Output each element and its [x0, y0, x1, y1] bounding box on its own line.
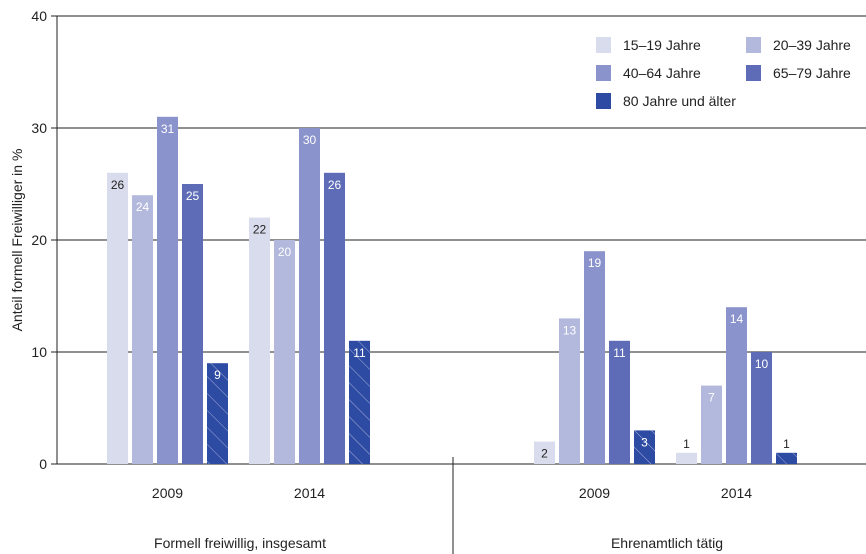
bars: [107, 116, 797, 465]
y-tick-label: 20: [31, 232, 47, 248]
bar-value-label: 13: [563, 323, 577, 337]
bar: [299, 128, 320, 464]
bar-value-label: 26: [111, 178, 125, 192]
group-labels: Formell freiwillig, insgesamt Ehrenamtlic…: [154, 535, 723, 551]
y-axis-label: Anteil formell Freiwilliger in %: [9, 149, 25, 332]
bar-hatch: [207, 363, 228, 464]
bar: [132, 195, 153, 464]
bar: [107, 172, 128, 465]
bar-hatch: [634, 430, 655, 464]
bar-value-label: 1: [683, 437, 690, 451]
legend-label: 15–19 Jahre: [623, 37, 701, 53]
bar: [274, 240, 295, 464]
bar: [182, 184, 203, 464]
bar-value-label: 11: [613, 346, 626, 360]
legend-label: 80 Jahre und älter: [623, 93, 736, 109]
bar: [157, 116, 178, 465]
category-label: 2009: [579, 485, 610, 501]
legend-swatch: [746, 37, 761, 53]
bar-value-label: 10: [755, 357, 769, 371]
y-tick-label: 40: [31, 8, 47, 24]
bar-value-label: 14: [730, 312, 744, 326]
bar-value-label: 1: [783, 437, 790, 451]
legend-swatch: [596, 37, 611, 53]
bar: [751, 352, 772, 464]
bar: [726, 307, 747, 464]
legend-swatch: [596, 93, 611, 109]
bar-value-label: 9: [214, 368, 221, 382]
bar-value-label: 25: [186, 189, 200, 203]
bar: [584, 251, 605, 464]
category-labels: 2009 2014 2009 2014: [152, 485, 752, 501]
bar-value-label: 26: [328, 178, 342, 192]
bar: [249, 217, 270, 464]
y-tick-label: 10: [31, 344, 47, 360]
bar-value-label: 22: [253, 223, 267, 237]
group-label: Formell freiwillig, insgesamt: [154, 535, 326, 551]
legend-label: 20–39 Jahre: [773, 37, 851, 53]
bar: [534, 441, 555, 464]
legend-label: 65–79 Jahre: [773, 65, 851, 81]
bar: [676, 452, 697, 464]
category-label: 2014: [294, 485, 325, 501]
legend-swatch: [746, 65, 761, 81]
bar: [559, 318, 580, 464]
legend-label: 40–64 Jahre: [623, 65, 701, 81]
legend-swatch: [596, 65, 611, 81]
bar-value-label: 30: [303, 133, 317, 147]
bar-value-label: 2: [541, 447, 548, 461]
bar-value-label: 7: [708, 391, 715, 405]
y-tick-label: 0: [39, 456, 47, 472]
bar-value-label: 31: [161, 122, 175, 136]
category-label: 2014: [721, 485, 752, 501]
bar-value-label: 19: [588, 256, 602, 270]
bar-value-label: 11: [353, 346, 366, 360]
bar-hatch: [776, 452, 797, 464]
bar-hatch: [349, 340, 370, 464]
bar: [609, 340, 630, 464]
bar-value-label: 3: [641, 435, 648, 449]
category-label: 2009: [152, 485, 183, 501]
y-axis-ticks: 0 10 20 30 40: [31, 8, 47, 472]
legend: 15–19 Jahre 20–39 Jahre 40–64 Jahre 65–79 J…: [596, 37, 851, 109]
bar-value-label: 20: [278, 245, 292, 259]
bar: [701, 385, 722, 464]
bar: [324, 172, 345, 465]
bar-value-label: 24: [136, 200, 150, 214]
y-tick-label: 30: [31, 120, 47, 136]
group-label: Ehrenamtlich tätig: [611, 535, 723, 551]
